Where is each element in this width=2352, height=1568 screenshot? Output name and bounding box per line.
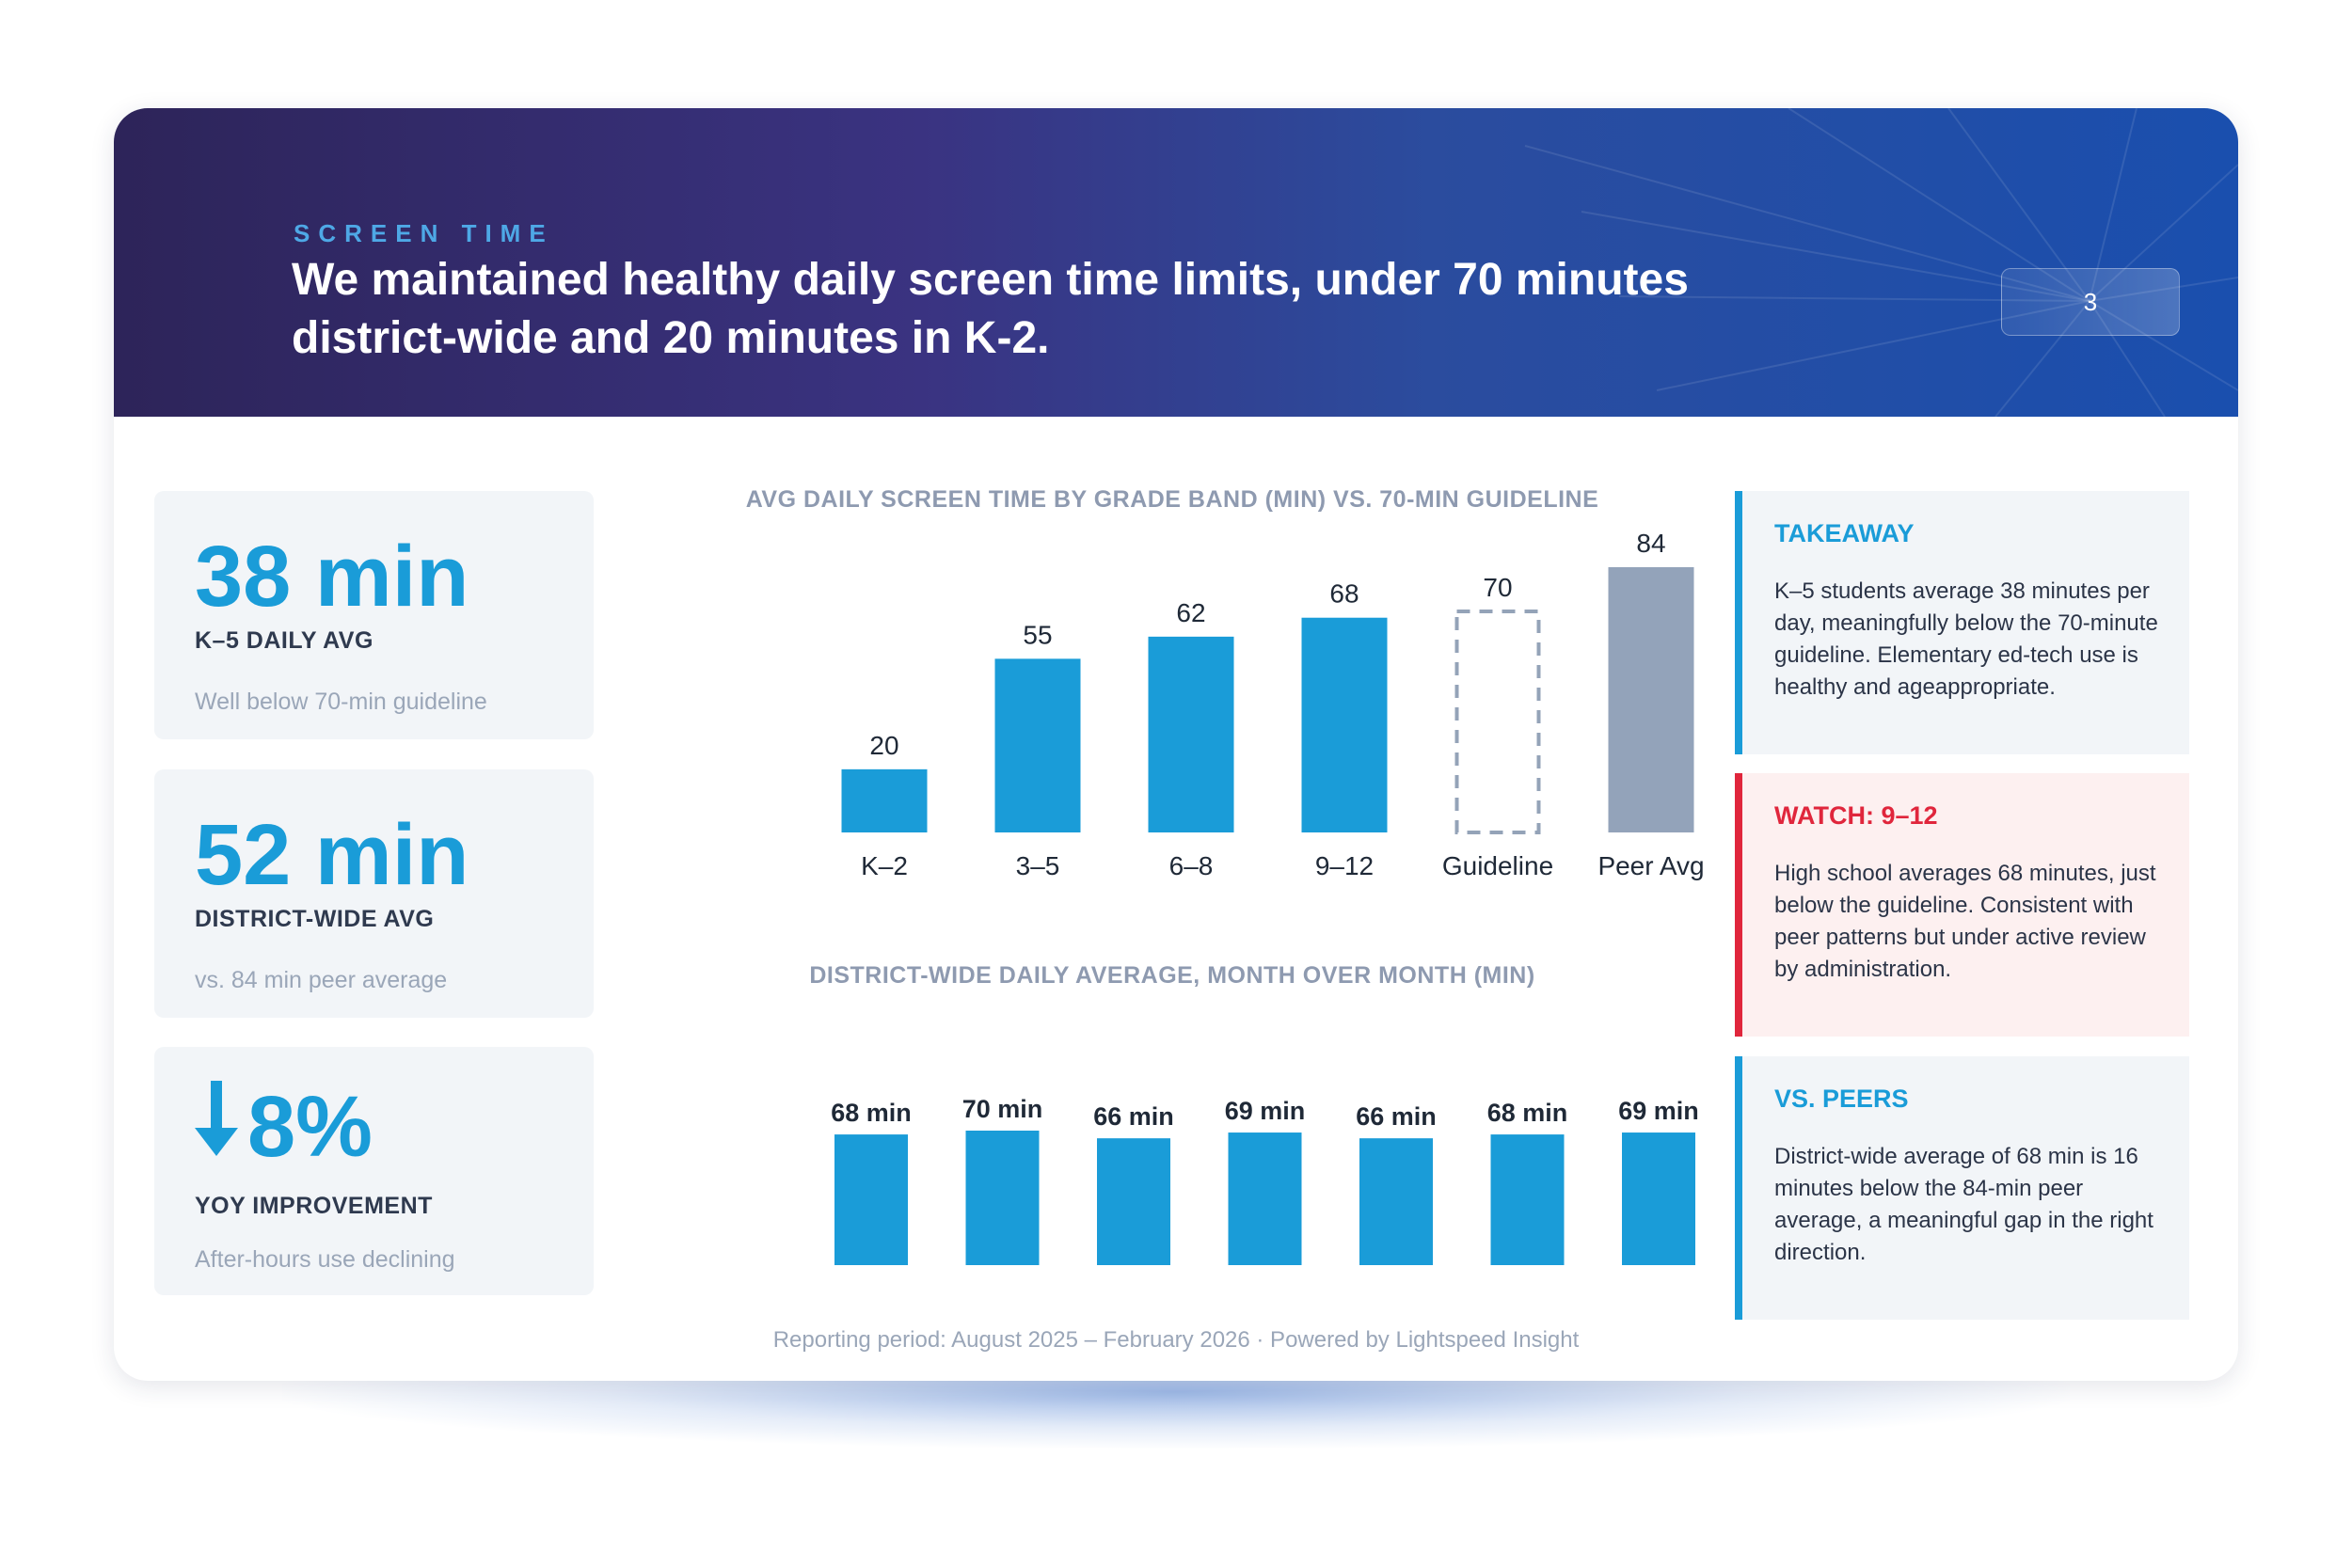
stat-value-row: 8% (195, 1075, 373, 1179)
monthly-average-chart: 68 minAugust70 minSeptember66 minOctober… (831, 1095, 1699, 1265)
bar-0 (841, 768, 928, 832)
month-bar-5 (1490, 1134, 1565, 1265)
stat-card-k5: 38 min K–5 DAILY AVG Well below 70-min g… (154, 491, 594, 739)
grade-band-chart: 20 K–2 55 3–5 62 6–8 68 9–12 70 Guideline 84 Peer A… (841, 529, 1704, 880)
stat-card-yoy: 8% YOY IMPROVEMENT After-hours use decli… (154, 1047, 594, 1295)
month-bar-1 (965, 1131, 1040, 1265)
bar-5 (1608, 567, 1694, 832)
stat-value: 52 min (195, 807, 469, 903)
month-bar-label: 66 min (1356, 1102, 1437, 1131)
arrow-down-icon (195, 1081, 238, 1160)
footer-note: Reporting period: August 2025 – February… (772, 1327, 1580, 1353)
category-label: K–2 (861, 851, 908, 880)
month-bar-label: 69 min (1225, 1097, 1306, 1125)
stat-value: 38 min (195, 529, 469, 625)
bar-3 (1301, 617, 1388, 832)
monthly-chart-title: DISTRICT-WIDE DAILY AVERAGE, MONTH OVER … (809, 962, 1535, 989)
grade-chart-title: AVG DAILY SCREEN TIME BY GRADE BAND (MIN… (745, 486, 1599, 513)
callout-heading: VS. PEERS (1774, 1085, 1909, 1113)
callout-heading: WATCH: 9–12 (1774, 801, 1938, 830)
category-label: Guideline (1442, 851, 1553, 880)
callout-body: District-wide average of 68 min is 16 mi… (1774, 1144, 2153, 1265)
category-label: 9–12 (1315, 851, 1374, 880)
bar-1 (994, 658, 1081, 832)
stat-card-district: 52 min DISTRICT-WIDE AVG vs. 84 min peer… (154, 769, 594, 1018)
category-label: 3–5 (1016, 851, 1060, 880)
stat-label: DISTRICT-WIDE AVG (195, 906, 435, 932)
bar-value-label: 20 (869, 731, 898, 760)
page-number-badge: 3 (2001, 268, 2180, 336)
callout-vs-peers: VS. PEERS District-wide average of 68 mi… (1735, 1056, 2189, 1320)
month-bar-0 (834, 1134, 908, 1265)
page-title: We maintained healthy daily screen time … (292, 255, 1689, 363)
bar-guideline (1454, 610, 1541, 834)
bar-value-label: 84 (1636, 529, 1665, 558)
month-bar-3 (1228, 1132, 1302, 1265)
report-card: SCREEN TIME We maintained healthy daily … (114, 108, 2238, 1381)
callout-takeaway: TAKEAWAY K–5 students average 38 minutes… (1735, 491, 2189, 754)
month-bar-label: 70 min (962, 1095, 1043, 1123)
bar-value-label: 55 (1023, 620, 1052, 649)
month-bar-4 (1359, 1138, 1433, 1265)
stat-label: K–5 DAILY AVG (195, 627, 373, 654)
month-bar-6 (1622, 1132, 1695, 1265)
bar-value-label: 70 (1483, 573, 1512, 602)
month-bar-label: 69 min (1618, 1097, 1699, 1125)
bar-2 (1148, 636, 1234, 832)
header-rays (1524, 108, 2238, 417)
callout-watch: WATCH: 9–12 High school averages 68 minu… (1735, 773, 2189, 1037)
month-bar-label: 66 min (1093, 1102, 1174, 1131)
month-bar-2 (1097, 1138, 1170, 1265)
callout-body: K–5 students average 38 minutes per day,… (1774, 578, 2158, 700)
stat-sub: Well below 70-min guideline (195, 689, 487, 715)
month-bar-label: 68 min (1487, 1099, 1568, 1127)
bar-value-label: 68 (1329, 579, 1359, 609)
stat-sub: After-hours use declining (195, 1246, 455, 1273)
stat-label: YOY IMPROVEMENT (195, 1193, 433, 1219)
stat-sub: vs. 84 min peer average (195, 967, 448, 993)
stat-value: 8% (247, 1079, 373, 1175)
section-eyebrow: SCREEN TIME (294, 219, 554, 247)
callout-heading: TAKEAWAY (1774, 519, 1915, 547)
month-bar-label: 68 min (831, 1099, 912, 1127)
callout-body: High school averages 68 minutes, just be… (1774, 861, 2156, 982)
bar-value-label: 62 (1176, 598, 1205, 627)
header-banner: SCREEN TIME We maintained healthy daily … (114, 108, 2238, 417)
category-label: Peer Avg (1597, 851, 1704, 880)
category-label: 6–8 (1169, 851, 1214, 880)
